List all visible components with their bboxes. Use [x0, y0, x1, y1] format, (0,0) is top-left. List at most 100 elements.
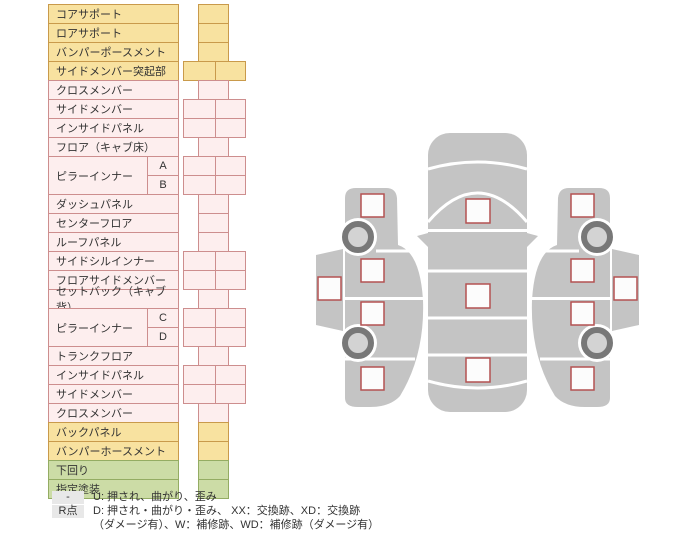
damage-cell[interactable]	[183, 308, 246, 328]
part-label: サイドシルインナー	[48, 251, 179, 271]
damage-cell[interactable]	[183, 251, 246, 271]
damage-cell[interactable]	[198, 232, 229, 252]
left-front-wheel-outline	[339, 218, 377, 256]
cell-divider	[214, 309, 216, 327]
damage-marker-right-4[interactable]	[570, 366, 595, 391]
top-view-car	[417, 133, 538, 412]
damage-cell[interactable]	[198, 42, 229, 62]
damage-cell[interactable]	[183, 99, 246, 119]
part-label: フロア（キャブ床）	[48, 137, 179, 157]
damage-cell[interactable]	[183, 61, 246, 81]
damage-marker-right-rocker[interactable]	[613, 276, 638, 301]
part-label: センターフロア	[48, 213, 179, 233]
damage-marker-right-3[interactable]	[570, 301, 595, 326]
part-label: クロスメンバー	[48, 403, 179, 423]
damage-marker-left-3[interactable]	[360, 301, 385, 326]
part-label: ピラーインナー	[48, 308, 148, 347]
damage-cell[interactable]	[183, 365, 246, 385]
damage-cell[interactable]	[183, 175, 246, 195]
damage-cell[interactable]	[183, 156, 246, 176]
damage-marker-top-center[interactable]	[465, 283, 491, 309]
part-sublabel: B	[147, 175, 179, 195]
part-label: インサイドパネル	[48, 118, 179, 138]
right-rear-wheel	[581, 327, 613, 359]
cell-divider	[214, 119, 216, 137]
part-sublabel: C	[147, 308, 179, 328]
damage-cell[interactable]	[198, 479, 229, 499]
damage-marker-left-1[interactable]	[360, 193, 385, 218]
right-rear-wheel-outline	[578, 324, 616, 362]
damage-cell[interactable]	[198, 403, 229, 423]
damage-marker-right-1[interactable]	[570, 193, 595, 218]
part-sublabel: A	[147, 156, 179, 176]
damage-cell[interactable]	[198, 460, 229, 480]
left-rear-wheel	[342, 327, 374, 359]
damage-marker-right-2[interactable]	[570, 258, 595, 283]
part-label: バックパネル	[48, 422, 179, 442]
damage-cell[interactable]	[198, 137, 229, 157]
damage-marker-top-rear[interactable]	[465, 357, 491, 383]
part-sublabel: D	[147, 327, 179, 347]
damage-cell[interactable]	[198, 4, 229, 24]
damage-cell[interactable]	[198, 23, 229, 43]
legend-text-cont: （ダメージ有）、W：補修跡、WD：補修跡（ダメージ有）	[93, 519, 380, 531]
cell-divider	[214, 176, 216, 194]
damage-cell[interactable]	[183, 118, 246, 138]
damage-cell[interactable]	[198, 346, 229, 366]
legend-line-1: - U: 押され、曲がり、歪み	[52, 490, 379, 504]
cell-divider	[214, 366, 216, 384]
cell-divider	[214, 100, 216, 118]
left-mirror-icon	[417, 233, 428, 247]
damage-cell[interactable]	[198, 441, 229, 461]
part-label: サイドメンバー	[48, 384, 179, 404]
right-mirror-icon	[527, 233, 538, 247]
legend-key-empty	[52, 519, 84, 532]
damage-cell[interactable]	[198, 80, 229, 100]
part-label: 下回り	[48, 460, 179, 480]
part-label: トランクフロア	[48, 346, 179, 366]
left-side-view-car	[316, 188, 424, 407]
legend-key-rpoint: R点	[52, 505, 84, 518]
cell-divider	[214, 271, 216, 289]
part-label: コアサポート	[48, 4, 179, 24]
legend-line-2: R点 D: 押され・曲がり・歪み、 XX：交換跡、XD：交換跡	[52, 504, 379, 518]
damage-cell[interactable]	[198, 422, 229, 442]
damage-cell[interactable]	[183, 327, 246, 347]
right-front-wheel-outline	[578, 218, 616, 256]
legend-text-u: U: 押され、曲がり、歪み	[93, 491, 217, 503]
damage-marker-left-2[interactable]	[360, 258, 385, 283]
damage-cell[interactable]	[183, 270, 246, 290]
part-label: サイドメンバー突起部	[48, 61, 179, 81]
left-front-wheel	[342, 221, 374, 253]
part-label: バンパーホースメント	[48, 441, 179, 461]
cell-divider	[214, 62, 216, 80]
parts-damage-table: コアサポート ロアサポート バンパーポースメント サイドメンバー突起部 クロスメンバーサ…	[48, 4, 298, 500]
legend-line-3: （ダメージ有）、W：補修跡、WD：補修跡（ダメージ有）	[52, 518, 379, 532]
cell-divider	[214, 385, 216, 403]
part-label: インサイドパネル	[48, 365, 179, 385]
damage-cell[interactable]	[198, 194, 229, 214]
damage-cell[interactable]	[183, 384, 246, 404]
damage-cell[interactable]	[198, 213, 229, 233]
part-label: ロアサポート	[48, 23, 179, 43]
legend-key-dash: -	[52, 491, 84, 504]
cell-divider	[214, 157, 216, 175]
left-rear-wheel-outline	[339, 324, 377, 362]
right-front-wheel	[581, 221, 613, 253]
legend-text-d: D: 押され・曲がり・歪み、 XX：交換跡、XD：交換跡	[93, 505, 361, 517]
cell-divider	[214, 328, 216, 346]
legend: - U: 押され、曲がり、歪み R点 D: 押され・曲がり・歪み、 XX：交換跡…	[52, 490, 379, 532]
damage-marker-left-rocker[interactable]	[317, 276, 342, 301]
part-label: サイドメンバー	[48, 99, 179, 119]
cell-divider	[214, 252, 216, 270]
damage-marker-top-front[interactable]	[465, 198, 491, 224]
damage-marker-left-4[interactable]	[360, 366, 385, 391]
right-side-view-car	[531, 188, 639, 407]
part-label: ピラーインナー	[48, 156, 148, 195]
part-label: セットバック（キャブ背）	[48, 286, 179, 314]
damage-cell[interactable]	[198, 289, 229, 309]
part-label: ダッシュパネル	[48, 194, 179, 214]
part-label: ルーフパネル	[48, 232, 179, 252]
part-label: バンパーポースメント	[48, 42, 179, 62]
part-label: クロスメンバー	[48, 80, 179, 100]
